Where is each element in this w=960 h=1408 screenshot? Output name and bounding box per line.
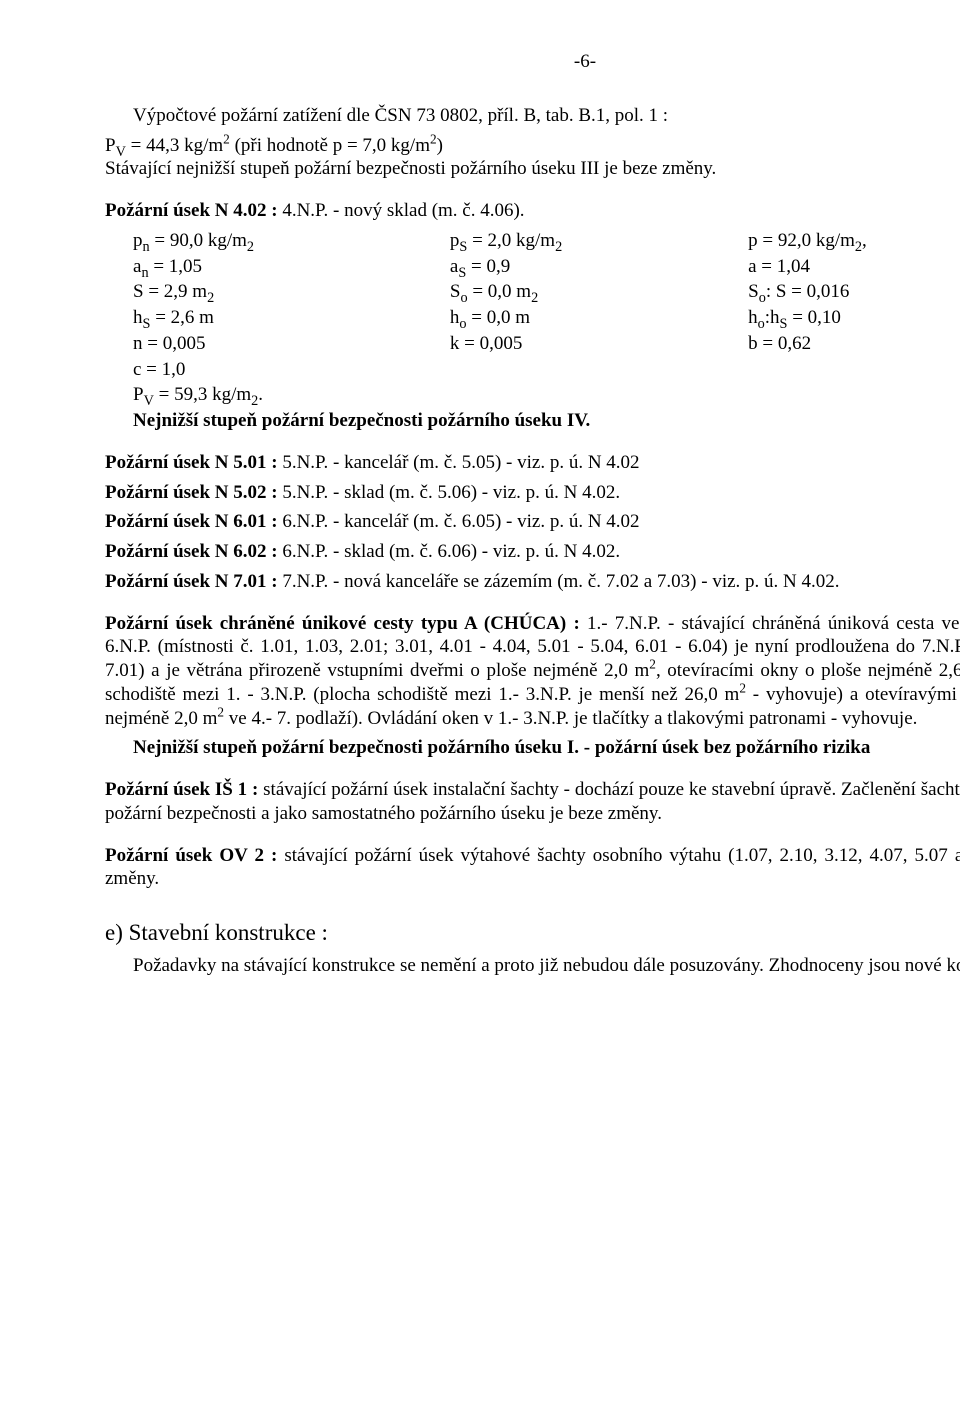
chuca-conclusion: Nejnižší stupeň požární bezpečnosti požá… <box>105 736 960 760</box>
table-row: hS = 2,6 m ho = 0,0 m ho:hS = 0,10 <box>133 306 960 330</box>
n402-title: Požární úsek N 4.02 : 4.N.P. - nový skla… <box>105 199 960 223</box>
table-row: S = 2,9 m2 So = 0,0 m2 So: S = 0,016 <box>133 280 960 304</box>
cell: PV = 59,3 kg/m2. <box>133 383 450 407</box>
chuca-block: Požární úsek chráněné únikové cesty typu… <box>105 612 960 761</box>
n402-table: pn = 90,0 kg/m2 pS = 2,0 kg/m2 p = 92,0 … <box>133 229 960 407</box>
cell: pS = 2,0 kg/m2 <box>450 229 748 253</box>
cell: b = 0,62 <box>748 332 960 356</box>
cell: pn = 90,0 kg/m2 <box>133 229 450 253</box>
cell: k = 0,005 <box>450 332 748 356</box>
table-row: an = 1,05 aS = 0,9 a = 1,04 <box>133 255 960 279</box>
cell: So: S = 0,016 <box>748 280 960 304</box>
is1-title: Požární úsek IŠ 1 : <box>105 779 263 800</box>
item-bold: Požární úsek N 5.02 : <box>105 482 282 503</box>
text: ) <box>437 135 443 156</box>
item-text: 6.N.P. - kancelář (m. č. 6.05) - viz. p.… <box>282 511 639 532</box>
list-item: Požární úsek N 5.02 : 5.N.P. - sklad (m.… <box>105 481 960 505</box>
ov2-paragraph: Požární úsek OV 2 : stávající požární ús… <box>105 844 960 892</box>
item-text: 6.N.P. - sklad (m. č. 6.06) - viz. p. ú.… <box>282 541 620 562</box>
cell: c = 1,0 <box>133 358 450 382</box>
chuca-title: Požární úsek chráněné únikové cesty typu… <box>105 613 587 634</box>
list-item: Požární úsek N 6.02 : 6.N.P. - sklad (m.… <box>105 540 960 564</box>
is1-block: Požární úsek IŠ 1 : stávající požární ús… <box>105 778 960 826</box>
intro-line-2: PV = 44,3 kg/m2 (při hodnotě p = 7,0 kg/… <box>105 134 960 158</box>
intro-line-1: Výpočtové požární zatížení dle ČSN 73 08… <box>105 104 960 128</box>
heading-tail: 4.N.P. - nový sklad (m. č. 4.06). <box>282 200 524 221</box>
cell: n = 0,005 <box>133 332 450 356</box>
chuca-paragraph: Požární úsek chráněné únikové cesty typu… <box>105 612 960 731</box>
list-item: Požární úsek N 6.01 : 6.N.P. - kancelář … <box>105 510 960 534</box>
cell: S = 2,9 m2 <box>133 280 450 304</box>
list-item: Požární úsek N 7.01 : 7.N.P. - nová kanc… <box>105 570 960 594</box>
cell: an = 1,05 <box>133 255 450 279</box>
item-bold: Požární úsek N 6.02 : <box>105 541 282 562</box>
table-row: PV = 59,3 kg/m2. <box>133 383 960 407</box>
section-e-paragraph: Požadavky na stávající konstrukce se nem… <box>105 954 960 978</box>
item-bold: Požární úsek N 5.01 : <box>105 452 282 473</box>
is1-paragraph: Požární úsek IŠ 1 : stávající požární ús… <box>105 778 960 826</box>
intro-line-3: Stávající nejnižší stupeň požární bezpeč… <box>105 157 960 181</box>
item-bold: Požární úsek N 7.01 : <box>105 571 282 592</box>
usek-list: Požární úsek N 5.01 : 5.N.P. - kancelář … <box>105 451 960 594</box>
table-row: c = 1,0 <box>133 358 960 382</box>
heading-bold: Požární úsek N 4.02 : <box>105 200 282 221</box>
page-number: -6- <box>105 50 960 74</box>
cell: p = 92,0 kg/m2, <box>748 229 960 253</box>
cell: a = 1,04 <box>748 255 960 279</box>
ov2-title: Požární úsek OV 2 : <box>105 845 284 866</box>
ov2-block: Požární úsek OV 2 : stávající požární ús… <box>105 844 960 892</box>
item-text: 5.N.P. - sklad (m. č. 5.06) - viz. p. ú.… <box>282 482 620 503</box>
text: = 44,3 kg/m <box>126 135 223 156</box>
table-row: pn = 90,0 kg/m2 pS = 2,0 kg/m2 p = 92,0 … <box>133 229 960 253</box>
cell: ho = 0,0 m <box>450 306 748 330</box>
item-text: 7.N.P. - nová kanceláře se zázemím (m. č… <box>282 571 839 592</box>
n402-conclusion: Nejnižší stupeň požární bezpečnosti požá… <box>133 409 960 433</box>
usek-n402: Požární úsek N 4.02 : 4.N.P. - nový skla… <box>105 199 960 433</box>
cell: aS = 0,9 <box>450 255 748 279</box>
text: P <box>105 135 116 156</box>
superscript: 2 <box>223 131 230 146</box>
item-bold: Požární úsek N 6.01 : <box>105 511 282 532</box>
cell: ho:hS = 0,10 <box>748 306 960 330</box>
cell: So = 0,0 m2 <box>450 280 748 304</box>
superscript: 2 <box>430 131 437 146</box>
list-item: Požární úsek N 5.01 : 5.N.P. - kancelář … <box>105 451 960 475</box>
cell: hS = 2,6 m <box>133 306 450 330</box>
intro-block: Výpočtové požární zatížení dle ČSN 73 08… <box>105 104 960 181</box>
table-row: n = 0,005 k = 0,005 b = 0,62 <box>133 332 960 356</box>
section-e-heading: e) Stavební konstrukce : <box>105 919 960 948</box>
text: (při hodnotě p = 7,0 kg/m <box>230 135 430 156</box>
item-text: 5.N.P. - kancelář (m. č. 5.05) - viz. p.… <box>282 452 639 473</box>
